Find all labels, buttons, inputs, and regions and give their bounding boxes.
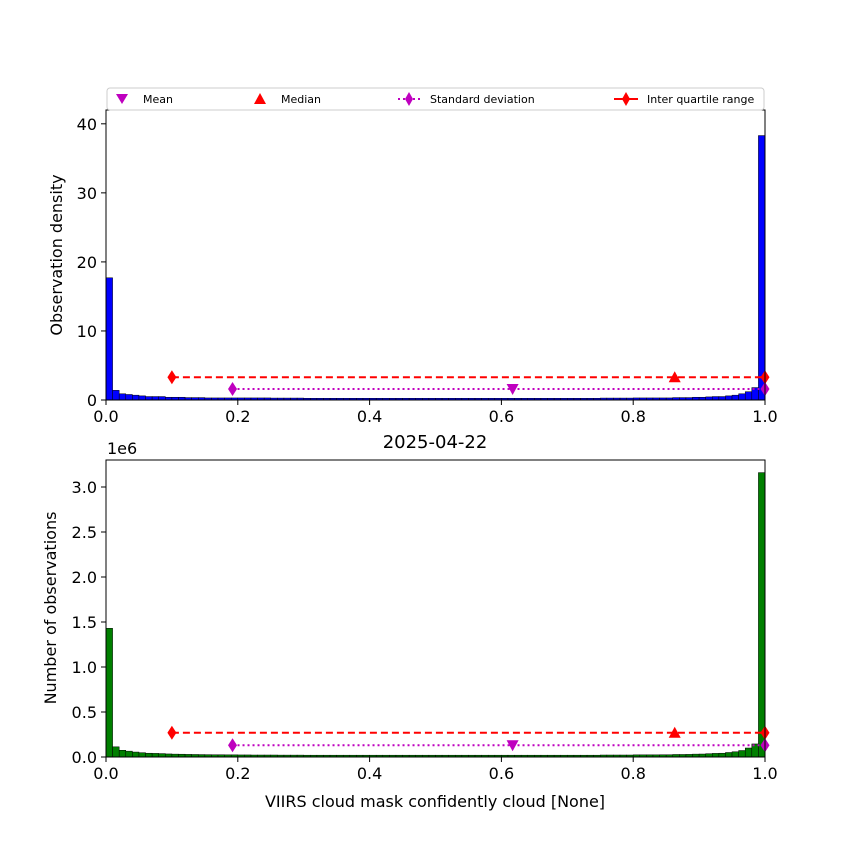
density-iqr-start-marker (167, 370, 177, 385)
density-bar (718, 396, 726, 401)
legend-item-median: Median (254, 93, 321, 106)
legend-median-label: Median (281, 93, 321, 106)
density-bar (118, 393, 127, 401)
density-y-tick-label: 10 (77, 322, 97, 341)
count-bar (132, 751, 140, 758)
count-axes-background (106, 460, 765, 757)
density-bar (712, 396, 720, 401)
density-bar (132, 394, 140, 401)
count-y-tick-label: 2.0 (72, 568, 97, 587)
legend-item-std: Standard deviation (398, 92, 535, 106)
density-panel: 0.0 0.2 0.4 0.6 0.8 1.0 0 10 20 30 40 Observation … (47, 109, 778, 426)
count-y-tick-label: 0.5 (72, 703, 97, 722)
density-x-tick-label: 1.0 (752, 407, 777, 426)
legend-item-mean: Mean (116, 93, 173, 106)
density-x-tick-label: 0.6 (489, 407, 514, 426)
count-bar (151, 753, 159, 758)
legend-item-iqr: Inter quartile range (614, 92, 754, 106)
count-bar (105, 628, 113, 758)
count-y-axis-label: Number of observations (41, 512, 60, 705)
legend-frame (106, 87, 765, 111)
count-bars (105, 472, 766, 758)
count-bar (712, 753, 720, 758)
legend-std-marker (405, 92, 413, 106)
legend: Mean Median Standard deviation Inter qua… (106, 87, 765, 111)
legend-std-label: Standard deviation (430, 93, 535, 106)
density-x-tick-label: 0.0 (93, 407, 118, 426)
density-bar (112, 390, 120, 401)
count-bar (725, 752, 733, 758)
count-panel: 2025-04-22 0.0 0.2 0.4 0.6 0.8 1.0 0.0 0.5 1.0 1.… (41, 432, 778, 811)
density-y-tick-label: 0 (87, 391, 97, 410)
density-bar (125, 394, 133, 401)
density-bar (151, 396, 159, 401)
legend-median-marker (254, 93, 266, 104)
density-x-tick-label: 0.8 (620, 407, 645, 426)
count-y-tick-label: 1.5 (72, 613, 97, 632)
density-bar (758, 135, 766, 401)
density-bar (731, 394, 739, 401)
count-x-tick-label: 0.6 (489, 764, 514, 783)
legend-iqr-marker (622, 92, 630, 106)
count-x-tick-label: 0.0 (93, 764, 118, 783)
legend-mean-marker (116, 94, 128, 104)
count-x-tick-label: 1.0 (752, 764, 777, 783)
count-y-tick-label: 0.0 (72, 748, 97, 767)
count-bar (744, 747, 753, 758)
count-panel-title: 2025-04-22 (383, 432, 488, 453)
count-bar (125, 750, 133, 758)
count-y-offset-label: 1e6 (107, 439, 137, 458)
count-y-tick-label: 3.0 (72, 478, 97, 497)
density-bar (105, 277, 113, 401)
count-bar (118, 750, 127, 758)
density-mean-marker (506, 383, 519, 395)
count-iqr-start-marker (167, 725, 177, 740)
count-y-tick-label: 2.5 (72, 523, 97, 542)
count-bar (731, 751, 739, 758)
count-x-axis-label: VIIRS cloud mask confidently cloud [None… (265, 792, 605, 811)
count-bar (138, 752, 146, 758)
density-bar (145, 396, 153, 401)
count-bar (758, 472, 766, 758)
density-bar (138, 395, 146, 401)
density-axes-background (106, 110, 765, 400)
count-ticks: 0.0 0.2 0.4 0.6 0.8 1.0 0.0 0.5 1.0 1.5 2.0 2.5 3.0 (72, 478, 778, 783)
density-y-tick-label: 30 (77, 184, 97, 203)
density-ticks: 0.0 0.2 0.4 0.6 0.8 1.0 0 10 20 30 40 (77, 115, 778, 426)
count-y-tick-label: 1.0 (72, 658, 97, 677)
density-x-tick-label: 0.4 (357, 407, 382, 426)
count-x-tick-label: 0.8 (620, 764, 645, 783)
count-bar (718, 752, 726, 758)
density-bar (725, 395, 733, 401)
count-mean-marker (506, 740, 519, 752)
density-std-start-marker (228, 381, 238, 396)
count-bar (145, 752, 153, 758)
density-y-axis-label: Observation density (47, 174, 66, 335)
density-bar (738, 393, 746, 401)
density-bar (744, 391, 753, 401)
legend-iqr-label: Inter quartile range (647, 93, 754, 106)
count-std-start-marker (228, 738, 238, 753)
count-x-tick-label: 0.4 (357, 764, 382, 783)
count-bar (112, 746, 120, 758)
density-x-tick-label: 0.2 (225, 407, 250, 426)
density-y-tick-label: 40 (77, 115, 97, 134)
legend-mean-label: Mean (143, 93, 173, 106)
count-bar (158, 753, 166, 758)
density-median-marker (668, 371, 681, 383)
density-bar (158, 396, 166, 401)
density-y-tick-label: 20 (77, 253, 97, 272)
count-axes-frame (105, 459, 766, 758)
count-median-marker (668, 726, 681, 738)
count-x-tick-label: 0.2 (225, 764, 250, 783)
count-bar (738, 750, 746, 758)
